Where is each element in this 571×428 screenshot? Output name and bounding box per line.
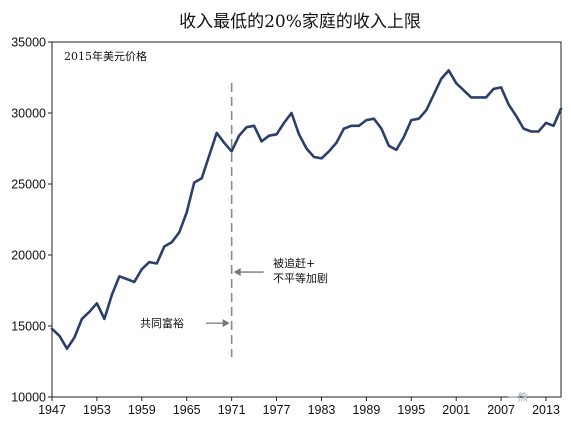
chart-subtitle: 2015年美元价格: [64, 49, 147, 63]
annotation-text: 共同富裕: [140, 316, 184, 330]
x-tick-label: 1953: [83, 403, 111, 417]
chart-title: 收入最低的20%家庭的收入上限: [179, 12, 421, 32]
y-tick-label: 30000: [11, 107, 46, 121]
y-tick-label: 25000: [11, 178, 46, 192]
y-tick-label: 35000: [11, 36, 46, 50]
x-tick-label: 1983: [308, 403, 336, 417]
x-tick-label: 1965: [173, 403, 201, 417]
series-line: [50, 69, 563, 351]
plot-area: 10000 15000 20000 25000 30000 35000 1947 1953 19…: [11, 36, 563, 417]
x-tick-label: 2007: [487, 403, 515, 417]
annotation-text: 不平等加剧: [273, 271, 328, 285]
x-tick-label: 2001: [442, 403, 470, 417]
x-tick-label: 1959: [128, 403, 156, 417]
x-tick-label: 2013: [532, 403, 560, 417]
x-tick-label: 1971: [218, 403, 246, 417]
y-tick-label: 10000: [11, 391, 46, 405]
plot-frame: [51, 41, 562, 398]
y-tick-label: 20000: [11, 249, 46, 263]
x-tick-label: 1977: [263, 403, 291, 417]
annotation-arrowhead: [233, 268, 241, 277]
annotation-arrowhead: [222, 319, 230, 328]
y-tick-label: 15000: [11, 320, 46, 334]
x-tick-label: 1989: [352, 403, 380, 417]
x-tick-label: 1995: [397, 403, 425, 417]
x-tick-label: 1947: [38, 403, 66, 417]
watermark-text: 一熊: [508, 391, 528, 404]
annotation-text: 被追赶+: [273, 256, 315, 270]
